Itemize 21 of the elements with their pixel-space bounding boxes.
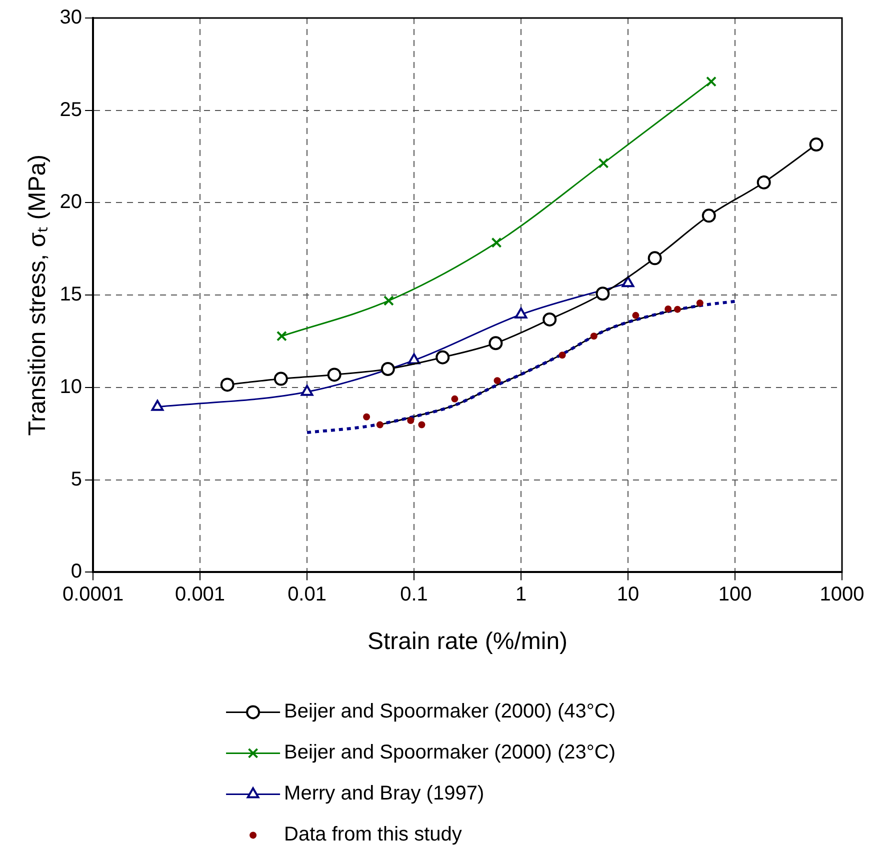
legend-label: Beijer and Spoormaker (2000) (43°C) [284, 700, 616, 723]
x-tick-label: 0.001 [175, 584, 226, 606]
x-tick-label: 0.0001 [62, 584, 124, 606]
x-tick-label: 0.1 [400, 584, 428, 606]
x-tick-label: 10 [616, 584, 640, 606]
y-tick-label: 10 [60, 376, 82, 398]
x-axis-title: Strain rate (%/min) [367, 628, 568, 656]
legend-label: Beijer and Spoormaker (2000) (23°C) [284, 742, 616, 764]
legend-label: Merry and Bray (1997) [284, 782, 484, 805]
x-tick-label: 1000 [820, 584, 864, 606]
y-tick-label: 20 [60, 191, 82, 214]
y-tick-label: 30 [60, 6, 82, 29]
x-tick-label: 100 [718, 584, 752, 606]
y-tick-label: 25 [60, 98, 82, 121]
y-tick-label: 15 [60, 284, 82, 306]
legend-label: Data from this study [284, 824, 462, 846]
y-tick-label: 5 [70, 468, 82, 490]
x-tick-label: 0.01 [288, 584, 326, 606]
y-tick-label: 0 [70, 560, 82, 583]
x-tick-label: 1 [515, 584, 527, 606]
y-axis-title: Transition stress, σₜ (MPa) [24, 154, 52, 436]
